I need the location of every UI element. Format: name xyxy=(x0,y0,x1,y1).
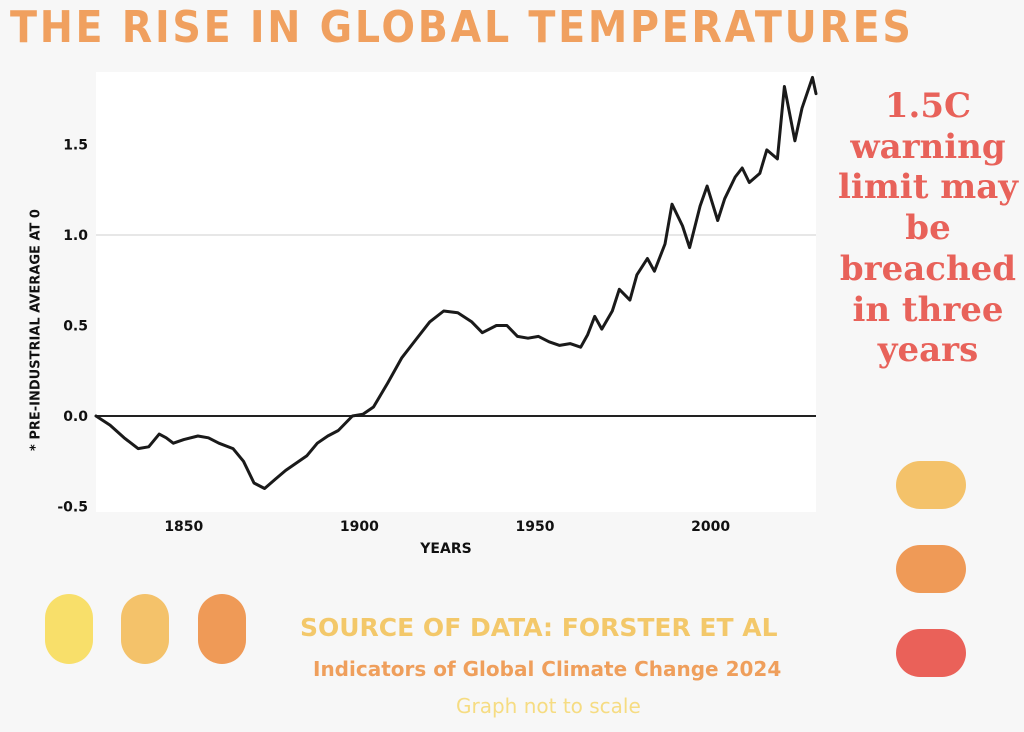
chart-panel xyxy=(96,72,816,512)
x-tick-label: 1950 xyxy=(516,519,555,535)
source-credit: SOURCE OF DATA: FORSTER ET AL xyxy=(300,613,778,642)
decorative-pill-orange-2 xyxy=(198,594,246,664)
y-tick-label: -0.5 xyxy=(57,500,88,516)
y-tick-label: 1.0 xyxy=(63,228,88,244)
warning-message: 1.5C warning limit may be breached in th… xyxy=(837,86,1019,371)
temperature-series-line xyxy=(94,75,818,490)
decorative-pill-orange xyxy=(896,545,966,593)
publication-title: Indicators of Global Climate Change 2024 xyxy=(313,657,782,681)
scale-note: Graph not to scale xyxy=(456,694,641,718)
decorative-pill-red xyxy=(896,629,966,677)
decorative-pill-yellow xyxy=(45,594,93,664)
x-tick-label: 1900 xyxy=(340,519,379,535)
y-tick-label: 0.0 xyxy=(63,409,88,425)
x-tick-label: 1850 xyxy=(164,519,203,535)
decorative-pill-light-orange-2 xyxy=(121,594,169,664)
x-tick-label: 2000 xyxy=(691,519,730,535)
y-tick-label: 1.5 xyxy=(63,137,88,153)
decorative-pill-light-orange xyxy=(896,461,966,509)
x-axis-label: YEARS xyxy=(420,541,472,557)
page-title: THE RISE IN GLOBAL TEMPERATURES xyxy=(10,2,914,53)
y-axis-label: * PRE-INDUSTRIAL AVERAGE AT 0 xyxy=(28,209,44,451)
y-tick-label: 0.5 xyxy=(63,318,88,334)
